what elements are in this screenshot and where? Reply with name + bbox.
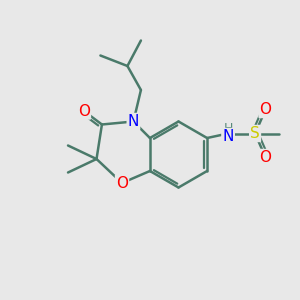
Text: O: O <box>260 102 272 117</box>
Text: N: N <box>128 114 139 129</box>
Text: O: O <box>260 150 272 165</box>
Text: H: H <box>224 122 233 135</box>
Text: S: S <box>250 126 260 141</box>
Text: O: O <box>78 103 90 118</box>
Text: N: N <box>222 129 234 144</box>
Text: O: O <box>116 176 128 190</box>
